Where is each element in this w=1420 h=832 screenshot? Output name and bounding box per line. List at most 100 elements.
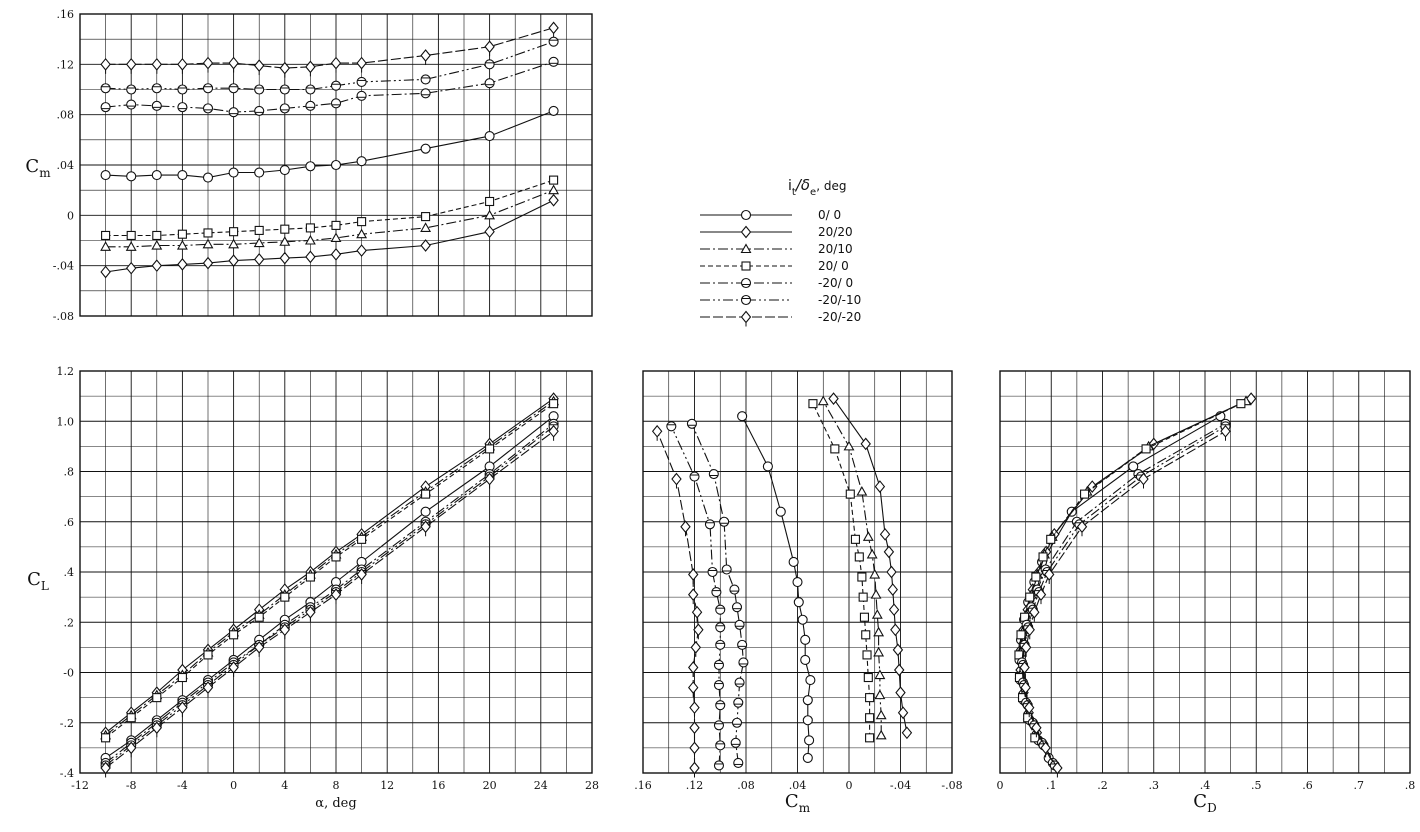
data-point: [228, 238, 240, 249]
data-point: [126, 171, 137, 182]
data-point: [202, 681, 214, 698]
x-axis-label: CD: [1193, 791, 1216, 815]
series-7: [1019, 424, 1231, 778]
legend-rows: 0/ 0 20/20 20/10 20/ 0 -20/ 0 -20/-10 -20/-20: [700, 208, 861, 327]
data-point: [305, 605, 316, 622]
data-point: [202, 238, 214, 249]
data-point: [485, 196, 495, 207]
data-point: [420, 506, 431, 517]
y-tick-label: 1.0: [57, 415, 75, 428]
data-point: [715, 622, 726, 633]
series-line: [105, 199, 554, 273]
series-3: [100, 184, 560, 251]
data-point: [279, 251, 291, 265]
series-line: [670, 426, 721, 766]
data-point: [305, 250, 316, 264]
data-point: [253, 237, 265, 248]
data-point: [177, 57, 188, 74]
data-point: [356, 76, 367, 87]
x-tick-label: .1: [1046, 779, 1057, 792]
data-point: [828, 392, 839, 406]
data-point: [730, 737, 741, 748]
data-point: [737, 411, 748, 422]
data-point: [1076, 520, 1088, 537]
data-point: [253, 59, 265, 76]
data-point: [548, 105, 559, 116]
series-7: [100, 21, 559, 78]
data-point: [331, 220, 341, 230]
panel-grid: [1000, 371, 1410, 773]
data-point: [865, 713, 875, 723]
x-tick-label: .4: [1200, 779, 1211, 792]
data-point: [713, 720, 725, 731]
data-point: [125, 261, 137, 275]
data-point: [549, 175, 559, 185]
data-point: [330, 588, 342, 605]
data-point: [1128, 461, 1139, 472]
data-point: [1031, 721, 1042, 738]
series-4: [101, 399, 559, 743]
series-4: [808, 399, 875, 743]
data-point: [279, 623, 291, 640]
data-point: [356, 156, 367, 167]
data-point: [177, 170, 188, 181]
y-tick-label: 1.2: [57, 365, 75, 378]
data-point: [733, 697, 744, 708]
data-point: [126, 84, 137, 95]
x-tick-label: -12: [71, 779, 89, 792]
data-point: [865, 693, 875, 703]
data-point: [356, 244, 367, 257]
data-point: [177, 84, 188, 95]
data-point: [125, 57, 137, 74]
panel-cl_alpha: -12 -8 -4 0 4 8 12 16 20 24 28 1.2 1.0 .8 .6 .4 .2 -0 -.2 -…: [27, 365, 599, 811]
y-tick-label: -.4: [60, 767, 74, 780]
x-tick-label: .3: [1149, 779, 1160, 792]
data-point: [858, 592, 868, 602]
data-point: [1040, 741, 1051, 758]
legend-entry: -20/-10: [700, 293, 861, 307]
data-point: [689, 721, 700, 738]
data-point: [548, 424, 559, 441]
data-point: [151, 239, 163, 250]
data-point: [357, 217, 367, 227]
data-point: [830, 444, 840, 454]
legend-marker: [740, 225, 752, 239]
data-point: [177, 672, 187, 683]
data-point: [865, 733, 875, 743]
data-point: [737, 639, 748, 650]
panel-grid: [80, 371, 592, 773]
data-point: [100, 265, 111, 279]
series-line: [105, 425, 554, 766]
data-point: [1080, 489, 1090, 499]
data-point: [870, 588, 882, 599]
legend-label: 0/ 0: [818, 208, 841, 222]
data-point: [125, 741, 137, 758]
data-point: [733, 757, 744, 769]
data-point: [228, 167, 239, 178]
x-tick-label: 12: [380, 779, 394, 792]
data-point: [688, 568, 699, 585]
data-point: [330, 247, 342, 261]
data-point: [1038, 552, 1048, 562]
data-point: [228, 83, 239, 94]
series-line: [1021, 423, 1226, 764]
data-point: [713, 680, 725, 691]
legend: it/δe, deg 0/ 0 20/20 20/10 20/ 0 -20/ 0 -20/…: [700, 176, 861, 327]
data-point: [691, 605, 703, 622]
data-point: [305, 223, 315, 233]
data-point: [1024, 623, 1035, 640]
data-point: [484, 225, 495, 239]
x-tick-label: -.08: [941, 779, 962, 792]
series-line: [105, 179, 554, 237]
data-point: [151, 259, 163, 273]
y-tick-label: -0: [63, 667, 74, 680]
y-tick-label: -.2: [60, 717, 74, 730]
data-point: [1030, 733, 1040, 743]
series-line: [741, 415, 811, 758]
data-point: [861, 630, 871, 640]
series-5: [100, 56, 559, 118]
data-point: [793, 597, 804, 608]
data-point: [420, 239, 431, 252]
data-point: [850, 534, 860, 544]
series-line: [1022, 425, 1226, 766]
